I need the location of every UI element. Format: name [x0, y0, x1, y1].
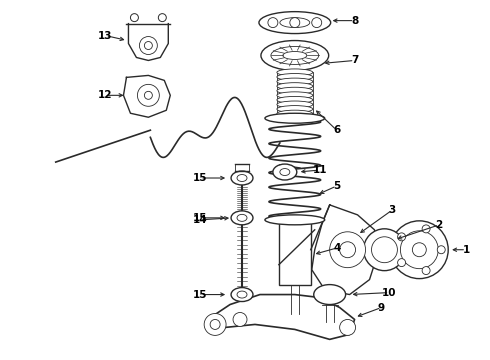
Ellipse shape: [277, 73, 313, 81]
Text: 3: 3: [389, 205, 396, 215]
Ellipse shape: [413, 243, 426, 257]
Ellipse shape: [237, 214, 247, 221]
Text: 6: 6: [333, 125, 340, 135]
Text: 8: 8: [351, 15, 358, 26]
Ellipse shape: [231, 288, 253, 302]
Ellipse shape: [400, 231, 438, 269]
Circle shape: [397, 258, 406, 267]
Ellipse shape: [340, 319, 356, 336]
Ellipse shape: [277, 101, 313, 108]
Ellipse shape: [265, 113, 325, 123]
Ellipse shape: [277, 69, 313, 76]
Ellipse shape: [273, 164, 297, 180]
Text: 10: 10: [382, 288, 397, 298]
Ellipse shape: [231, 211, 253, 225]
Ellipse shape: [277, 110, 313, 117]
Ellipse shape: [277, 96, 313, 103]
Ellipse shape: [277, 92, 313, 99]
Circle shape: [145, 91, 152, 99]
Ellipse shape: [271, 46, 318, 64]
Circle shape: [422, 267, 430, 275]
Ellipse shape: [277, 78, 313, 85]
Ellipse shape: [283, 51, 307, 59]
Circle shape: [130, 14, 138, 22]
Circle shape: [437, 246, 445, 254]
Circle shape: [330, 232, 366, 268]
Text: 15: 15: [193, 213, 207, 223]
Text: 14: 14: [193, 215, 207, 225]
Ellipse shape: [210, 319, 220, 329]
Ellipse shape: [237, 291, 247, 298]
Text: 13: 13: [98, 31, 113, 41]
Text: 15: 15: [193, 173, 207, 183]
Circle shape: [158, 14, 166, 22]
Ellipse shape: [364, 229, 405, 271]
Ellipse shape: [391, 221, 448, 279]
Ellipse shape: [277, 105, 313, 113]
Ellipse shape: [280, 168, 290, 176]
Bar: [279, 220, 311, 285]
Text: 12: 12: [98, 90, 113, 100]
Text: 15: 15: [193, 289, 207, 300]
Ellipse shape: [277, 83, 313, 90]
Circle shape: [140, 37, 157, 54]
Text: 11: 11: [313, 165, 327, 175]
Text: 7: 7: [351, 55, 358, 66]
Circle shape: [312, 18, 322, 28]
Ellipse shape: [233, 312, 247, 327]
Ellipse shape: [314, 285, 345, 305]
Circle shape: [137, 84, 159, 106]
Ellipse shape: [261, 41, 329, 71]
Text: 1: 1: [463, 245, 470, 255]
Circle shape: [268, 18, 278, 28]
Text: 9: 9: [378, 302, 385, 312]
Circle shape: [422, 225, 430, 233]
Text: 2: 2: [436, 220, 443, 230]
Ellipse shape: [277, 115, 313, 122]
Ellipse shape: [277, 87, 313, 94]
Circle shape: [340, 242, 356, 258]
Circle shape: [290, 18, 300, 28]
Circle shape: [145, 41, 152, 50]
Ellipse shape: [371, 237, 397, 263]
Ellipse shape: [237, 175, 247, 181]
Text: 5: 5: [333, 181, 340, 191]
Ellipse shape: [231, 171, 253, 185]
Ellipse shape: [280, 18, 310, 28]
Ellipse shape: [265, 215, 325, 225]
Ellipse shape: [259, 12, 331, 33]
Text: 4: 4: [334, 243, 342, 253]
Circle shape: [397, 233, 406, 241]
Ellipse shape: [204, 314, 226, 336]
